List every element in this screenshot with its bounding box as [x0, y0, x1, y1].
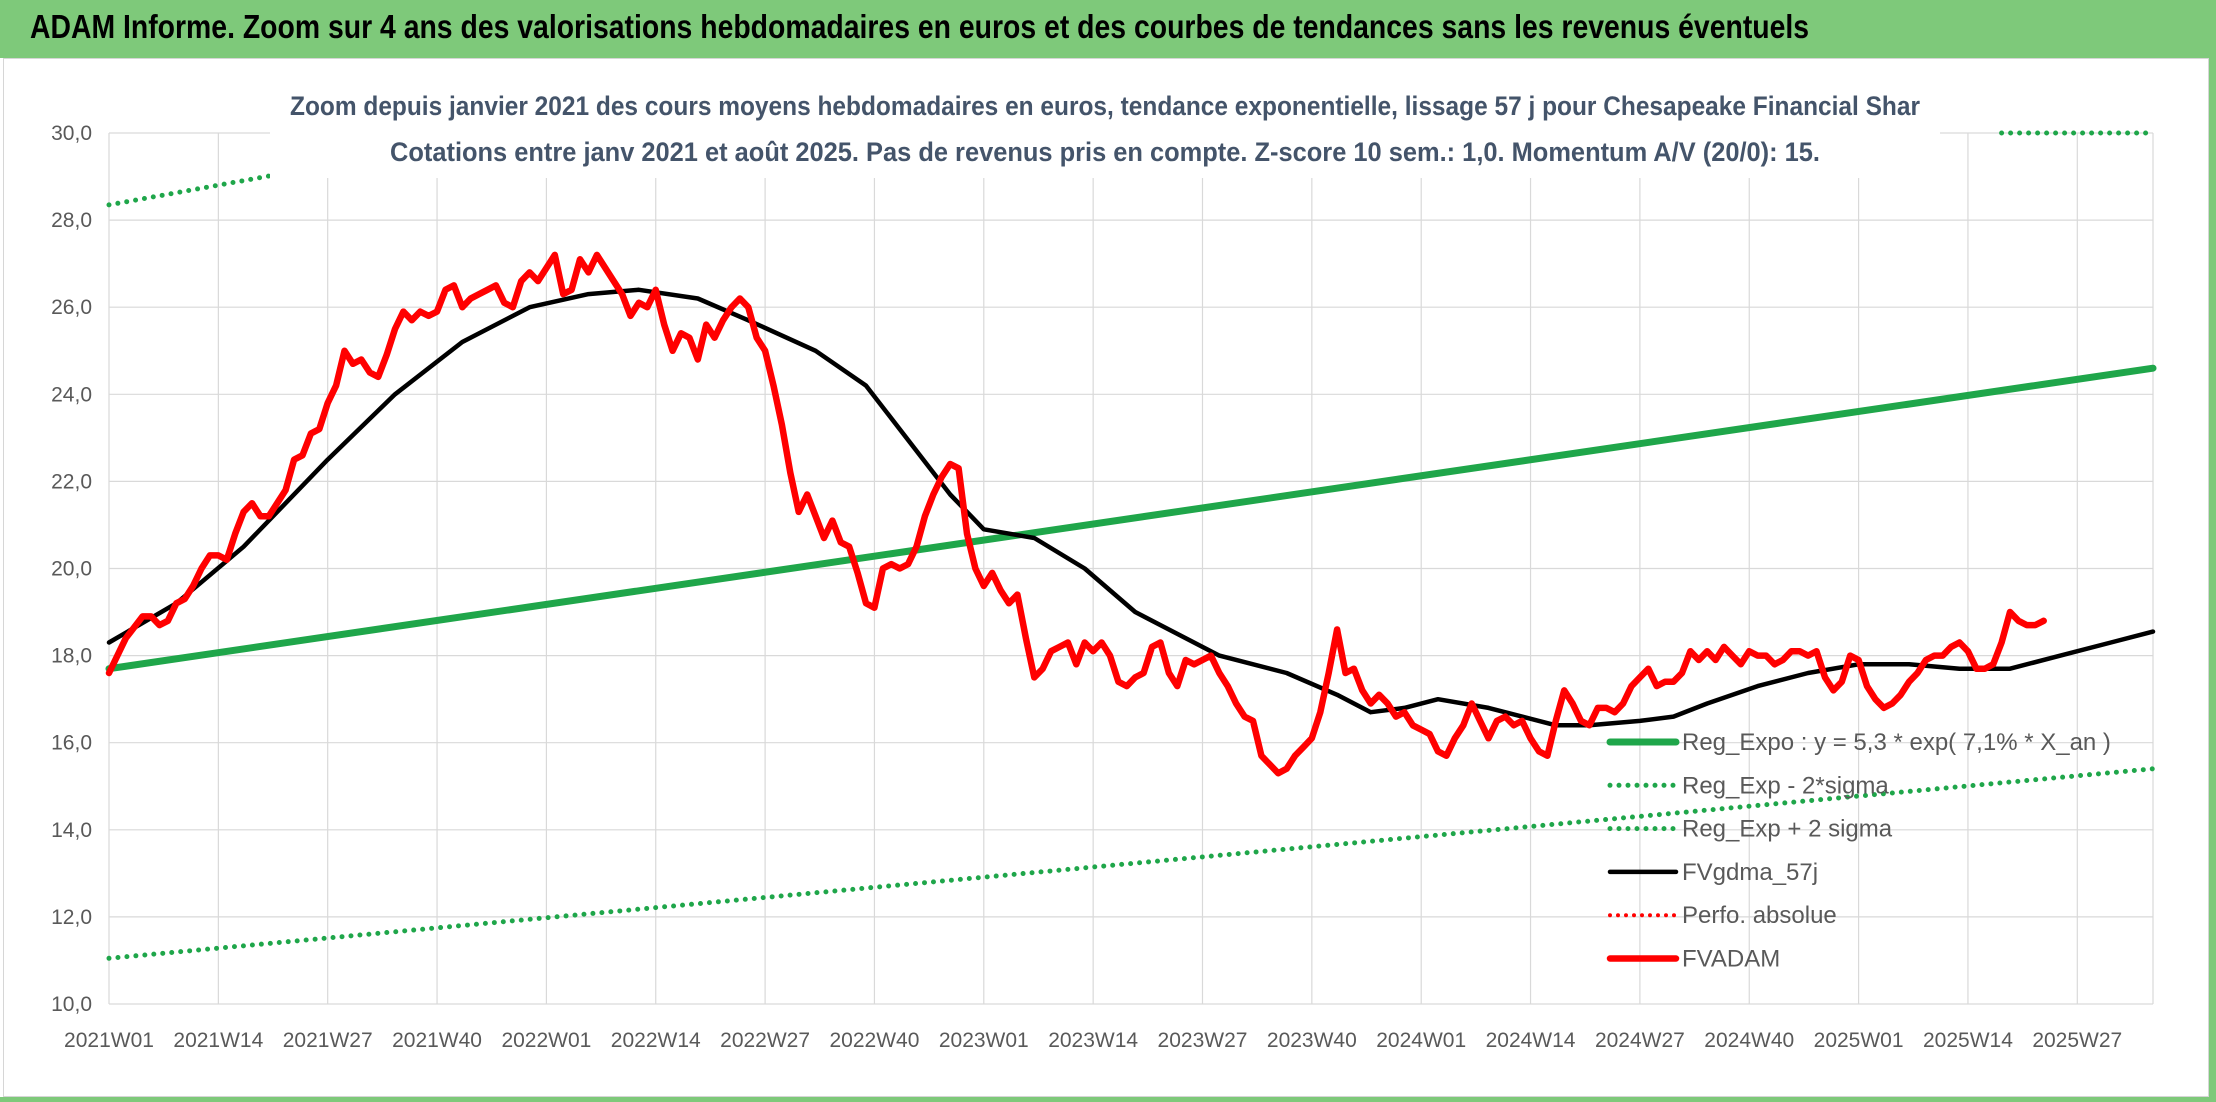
- subtitle-backdrop: [270, 84, 1940, 178]
- y-tick-label: 24,0: [51, 383, 92, 406]
- x-tick-label: 2022W40: [829, 1029, 919, 1052]
- x-tick-label: 2023W14: [1048, 1029, 1138, 1052]
- legend-label: Reg_Exp + 2 sigma: [1682, 816, 1893, 843]
- x-tick-label: 2021W27: [283, 1029, 373, 1052]
- chart-subtitle-line1: Zoom depuis janvier 2021 des cours moyen…: [290, 91, 1920, 121]
- x-tick-label: 2023W27: [1158, 1029, 1248, 1052]
- x-tick-label: 2021W01: [64, 1029, 154, 1052]
- right-edge-bar: [2209, 58, 2216, 1102]
- x-tick-label: 2022W01: [501, 1029, 591, 1052]
- legend-label: Reg_Exp - 2*sigma: [1682, 772, 1889, 799]
- x-tick-label: 2021W14: [173, 1029, 263, 1052]
- series-line-fvadam: [105, 251, 2047, 777]
- legend-label: FVADAM: [1682, 946, 1780, 973]
- y-tick-label: 28,0: [51, 209, 92, 232]
- y-tick-label: 14,0: [51, 819, 92, 842]
- header-bar: [0, 0, 2216, 58]
- x-tick-label: 2022W27: [720, 1029, 810, 1052]
- x-tick-label: 2023W01: [939, 1029, 1029, 1052]
- x-tick-label: 2024W01: [1376, 1029, 1466, 1052]
- y-tick-label: 12,0: [51, 906, 92, 929]
- x-tick-label: 2024W14: [1486, 1029, 1576, 1052]
- series-line-reg-expo: [105, 364, 2157, 673]
- x-tick-label: 2022W14: [611, 1029, 701, 1052]
- report-title: ADAM Informe. Zoom sur 4 ans des valoris…: [30, 8, 1810, 45]
- chart-subtitle-line2: Cotations entre janv 2021 et août 2025. …: [390, 137, 1820, 167]
- y-tick-label: 18,0: [51, 645, 92, 668]
- x-tick-label: 2025W27: [2032, 1029, 2122, 1052]
- chart-legend: Reg_Expo : y = 5,3 * exp( 7,1% * X_an ) R…: [1606, 729, 2111, 973]
- x-tick-label: 2021W40: [392, 1029, 482, 1052]
- series-line-lower-sigma: [106, 766, 2156, 961]
- y-tick-label: 20,0: [51, 558, 92, 581]
- x-tick-label: 2024W27: [1595, 1029, 1685, 1052]
- y-tick-label: 16,0: [51, 732, 92, 755]
- x-axis-ticks: 2021W01 2021W14 2021W27 2021W40 2022W01 2022W…: [64, 1029, 2122, 1052]
- grid-lines: [108, 132, 2154, 1005]
- legend-label: Reg_Expo : y = 5,3 * exp( 7,1% * X_an ): [1682, 729, 2111, 756]
- y-tick-label: 30,0: [51, 122, 92, 145]
- chart-frame: [3, 58, 2209, 1097]
- y-tick-label: 10,0: [51, 993, 92, 1016]
- series-lines: [105, 130, 2157, 961]
- bottom-edge-bar: [0, 1097, 2216, 1102]
- x-tick-label: 2025W14: [1923, 1029, 2013, 1052]
- legend-label: FVgdma_57j: [1682, 859, 1818, 886]
- x-tick-label: 2024W40: [1704, 1029, 1794, 1052]
- y-tick-label: 26,0: [51, 296, 92, 319]
- x-tick-label: 2023W40: [1267, 1029, 1357, 1052]
- x-tick-label: 2025W01: [1814, 1029, 1904, 1052]
- y-axis-ticks: 10,0 12,0 14,0 16,0 18,0 20,0 22,0 24,0 26,0 28,0…: [51, 122, 92, 1016]
- y-tick-label: 22,0: [51, 470, 92, 493]
- legend-label: Perfo. absolue: [1682, 902, 1837, 929]
